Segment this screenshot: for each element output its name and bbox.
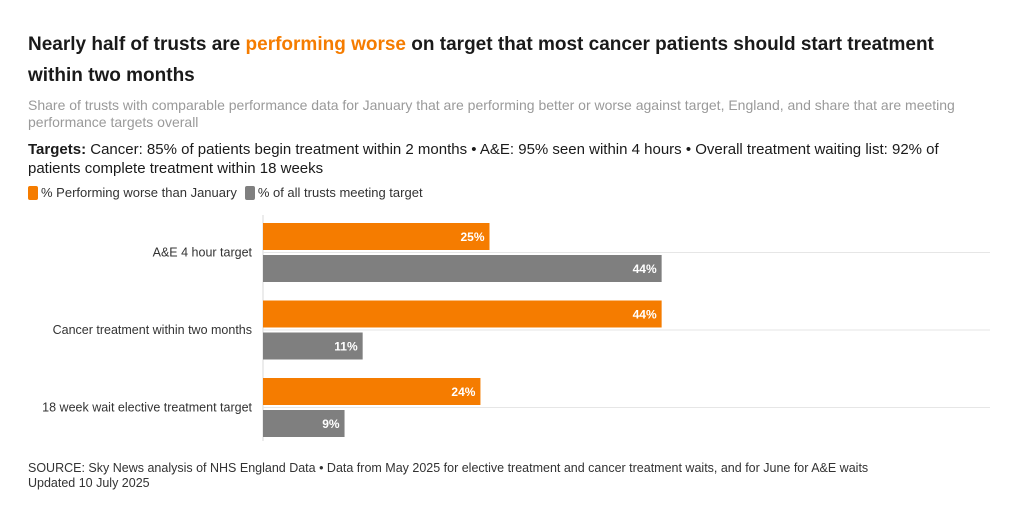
bar-value-label: 25% [460, 230, 484, 244]
bar-worse [263, 300, 662, 328]
source-note: SOURCE: Sky News analysis of NHS England… [28, 461, 998, 491]
category-label: 18 week wait elective treatment target [42, 401, 252, 415]
legend-swatch-worse [28, 185, 38, 200]
category-label: A&E 4 hour target [153, 246, 253, 260]
bar-worse [263, 223, 490, 250]
bar-worse [263, 378, 481, 405]
bar-meeting [263, 410, 345, 437]
title-text-end: on target that most cancer patients shou… [28, 34, 934, 86]
title-text-start: Nearly half of trusts are [28, 34, 246, 55]
bar-value-label: 44% [633, 308, 657, 322]
bar-value-label: 24% [451, 385, 475, 399]
bar-value-label: 9% [322, 417, 340, 431]
updated-line: Updated 10 July 2025 [28, 476, 150, 490]
bar-chart: A&E 4 hour target 25% 44% Cancer treatment … [42, 215, 990, 441]
chart-subtitle: Share of trusts with comparable performa… [28, 97, 955, 130]
targets-text: Cancer: 85% of patients begin treatment … [28, 141, 939, 177]
legend-label-meeting: % of all trusts meeting target [257, 185, 423, 200]
legend-label-worse: % Performing worse than January [41, 185, 237, 200]
bar-value-label: 11% [334, 340, 358, 354]
title-highlight: performing worse [245, 34, 407, 55]
legend-swatch-meeting [244, 185, 255, 200]
category-label: Cancer treatment within two months [53, 323, 252, 337]
legend-item-worse: % Performing worse than January [28, 185, 237, 200]
bar-meeting [263, 255, 662, 282]
source-line: SOURCE: Sky News analysis of NHS England… [28, 461, 869, 475]
targets-label: Targets: [28, 141, 87, 158]
chart-title: Nearly half of trusts are performing wor… [28, 29, 988, 91]
legend-item-meeting: % of all trusts meeting target [244, 185, 423, 200]
bar-meeting [263, 332, 363, 360]
targets-note: Targets: Cancer: 85% of patients begin t… [28, 140, 993, 178]
legend: % Performing worse than January % of all… [28, 185, 431, 200]
bar-value-label: 44% [633, 262, 657, 276]
